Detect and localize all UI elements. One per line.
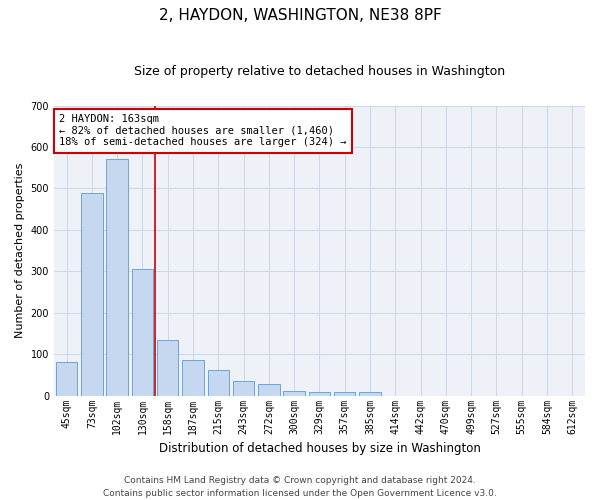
Bar [182, 360, 204, 396]
X-axis label: Distribution of detached houses by size in Washington: Distribution of detached houses by size … [158, 442, 481, 455]
Bar [106, 160, 128, 396]
Bar [283, 392, 305, 396]
Y-axis label: Number of detached properties: Number of detached properties [15, 163, 25, 338]
Bar [56, 362, 77, 396]
Bar [258, 384, 280, 396]
Bar [157, 340, 178, 396]
Bar [334, 392, 355, 396]
Bar [81, 194, 103, 396]
Text: 2 HAYDON: 163sqm
← 82% of detached houses are smaller (1,460)
18% of semi-detach: 2 HAYDON: 163sqm ← 82% of detached house… [59, 114, 347, 148]
Bar [131, 269, 153, 396]
Bar [309, 392, 330, 396]
Text: 2, HAYDON, WASHINGTON, NE38 8PF: 2, HAYDON, WASHINGTON, NE38 8PF [158, 8, 442, 22]
Text: Contains HM Land Registry data © Crown copyright and database right 2024.
Contai: Contains HM Land Registry data © Crown c… [103, 476, 497, 498]
Bar [208, 370, 229, 396]
Bar [359, 392, 381, 396]
Title: Size of property relative to detached houses in Washington: Size of property relative to detached ho… [134, 65, 505, 78]
Bar [233, 381, 254, 396]
